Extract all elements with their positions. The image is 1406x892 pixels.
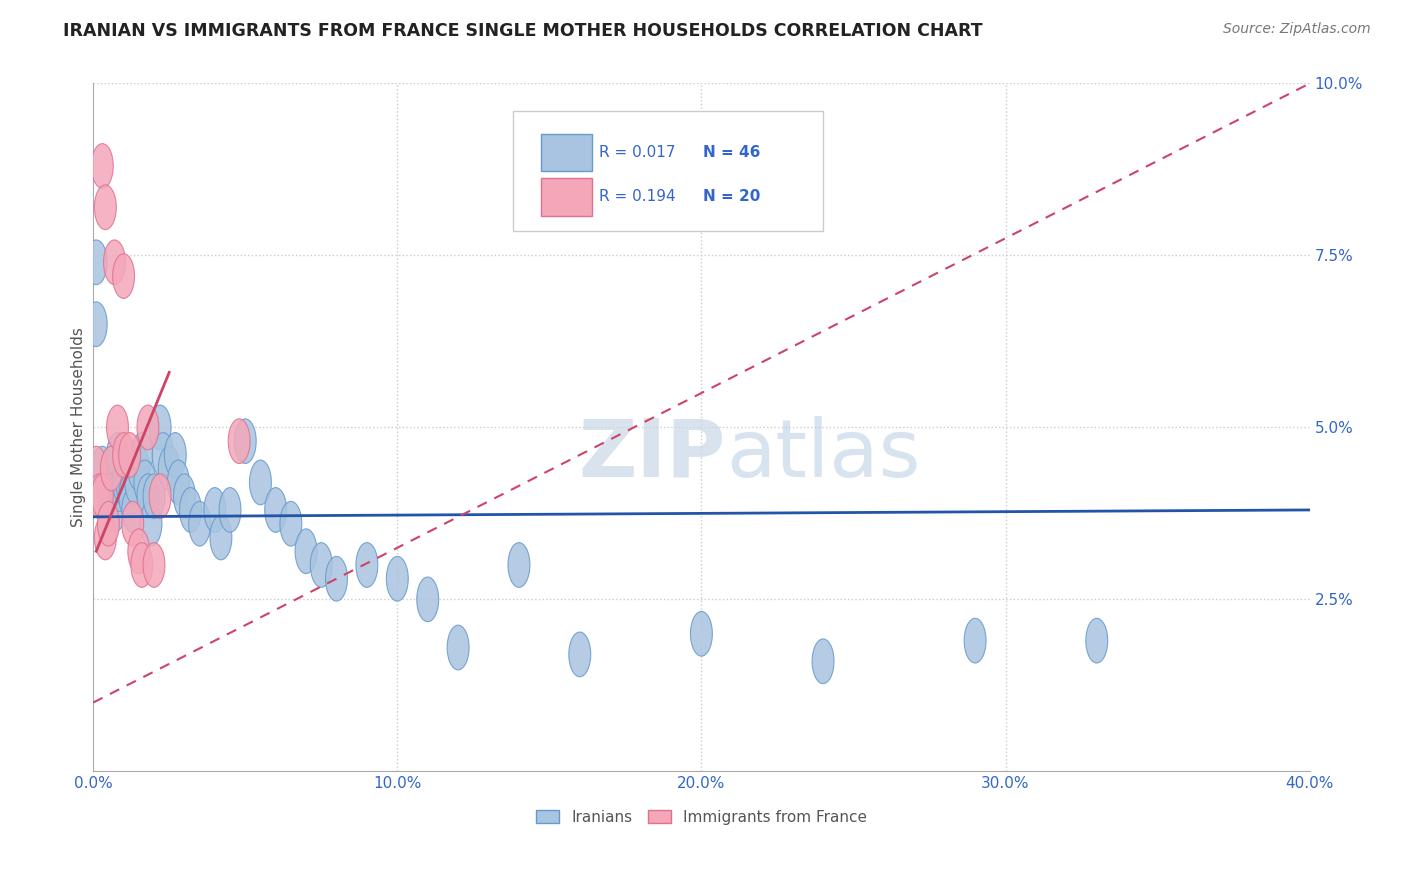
Ellipse shape [112,253,135,299]
Ellipse shape [1085,618,1108,663]
Ellipse shape [125,460,146,505]
Ellipse shape [118,474,141,518]
Ellipse shape [188,501,211,546]
Ellipse shape [104,240,125,285]
Text: R = 0.194: R = 0.194 [599,189,676,204]
Ellipse shape [86,240,107,285]
Ellipse shape [180,488,201,533]
Ellipse shape [569,632,591,677]
Legend: Iranians, Immigrants from France: Iranians, Immigrants from France [529,802,875,832]
Ellipse shape [356,542,378,587]
Ellipse shape [149,405,172,450]
Ellipse shape [235,419,256,464]
Ellipse shape [264,488,287,533]
Ellipse shape [91,474,114,518]
Ellipse shape [97,501,120,546]
FancyBboxPatch shape [541,134,592,170]
Ellipse shape [143,542,165,587]
Ellipse shape [209,515,232,560]
Ellipse shape [141,501,162,546]
Ellipse shape [94,515,117,560]
Ellipse shape [159,446,180,491]
Ellipse shape [228,419,250,464]
Ellipse shape [94,185,117,229]
Ellipse shape [295,529,316,574]
Ellipse shape [280,501,302,546]
Text: N = 20: N = 20 [703,189,761,204]
Ellipse shape [128,529,150,574]
Ellipse shape [416,577,439,622]
Text: IRANIAN VS IMMIGRANTS FROM FRANCE SINGLE MOTHER HOUSEHOLDS CORRELATION CHART: IRANIAN VS IMMIGRANTS FROM FRANCE SINGLE… [63,22,983,40]
Ellipse shape [143,474,165,518]
Ellipse shape [131,433,153,477]
Ellipse shape [91,144,114,188]
Ellipse shape [136,474,159,518]
Ellipse shape [167,460,190,505]
Ellipse shape [219,488,240,533]
Ellipse shape [118,433,141,477]
Text: Source: ZipAtlas.com: Source: ZipAtlas.com [1223,22,1371,37]
FancyBboxPatch shape [513,111,823,231]
Ellipse shape [128,446,150,491]
Text: atlas: atlas [725,416,920,494]
Ellipse shape [122,488,143,533]
Y-axis label: Single Mother Households: Single Mother Households [72,327,86,527]
Ellipse shape [165,433,186,477]
Ellipse shape [134,460,156,505]
Ellipse shape [326,557,347,601]
Ellipse shape [249,460,271,505]
Ellipse shape [107,433,128,477]
Ellipse shape [813,639,834,683]
Ellipse shape [97,474,120,518]
Ellipse shape [387,557,408,601]
Ellipse shape [112,460,135,505]
Ellipse shape [115,460,138,505]
Ellipse shape [508,542,530,587]
Ellipse shape [91,446,114,491]
Text: N = 46: N = 46 [703,145,761,160]
Ellipse shape [104,488,125,533]
Ellipse shape [447,625,470,670]
Ellipse shape [110,467,132,512]
Ellipse shape [136,405,159,450]
Ellipse shape [89,474,110,518]
Ellipse shape [149,474,172,518]
Ellipse shape [112,433,135,477]
Ellipse shape [204,488,226,533]
Text: R = 0.017: R = 0.017 [599,145,676,160]
Ellipse shape [86,446,107,491]
Ellipse shape [965,618,986,663]
Ellipse shape [152,433,174,477]
Ellipse shape [131,542,153,587]
Ellipse shape [86,301,107,347]
Text: ZIP: ZIP [578,416,725,494]
Ellipse shape [311,542,332,587]
Ellipse shape [122,501,143,546]
FancyBboxPatch shape [541,178,592,216]
Ellipse shape [100,446,122,491]
Ellipse shape [107,405,128,450]
Ellipse shape [173,474,195,518]
Ellipse shape [690,611,713,657]
